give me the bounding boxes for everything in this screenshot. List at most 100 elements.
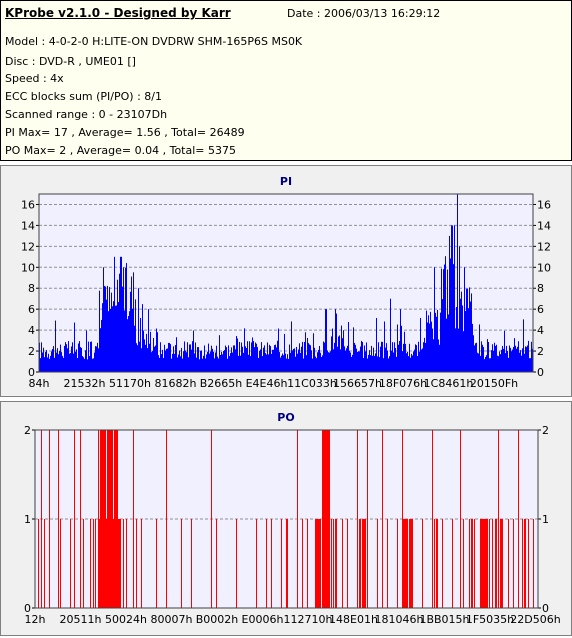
- pi-bar: [334, 342, 335, 372]
- pi-bar: [126, 263, 127, 372]
- pi-bar: [255, 342, 256, 372]
- pi-bar: [163, 358, 164, 372]
- pi-bar: [292, 350, 293, 372]
- pi-bar: [447, 269, 448, 372]
- po-xtick-label: 1F5035h: [466, 613, 514, 626]
- pi-bar: [519, 352, 520, 372]
- pi-bar: [191, 349, 192, 372]
- pi-bar: [431, 321, 432, 372]
- pi-bar: [347, 345, 348, 372]
- pi-bar: [239, 341, 240, 372]
- pi-bar: [157, 332, 158, 372]
- pi-bar: [112, 306, 113, 372]
- pi-bar: [316, 358, 317, 372]
- pi-bar: [364, 345, 365, 372]
- po-bar: [513, 519, 514, 608]
- pi-bar: [227, 358, 228, 372]
- pi-bar: [353, 327, 354, 372]
- pi-bar: [387, 350, 388, 372]
- po-bar: [367, 430, 368, 608]
- pi-bar: [383, 358, 384, 372]
- pi-bar: [371, 345, 372, 372]
- pi-ytick-left: 4: [28, 324, 35, 337]
- pi-bar: [441, 268, 442, 372]
- po-bar: [316, 519, 317, 608]
- pi-ytick-left: 8: [28, 282, 35, 295]
- po-bar: [528, 519, 529, 608]
- po-bar: [319, 519, 320, 608]
- pi-bar: [54, 357, 55, 372]
- pi-bar: [319, 345, 320, 372]
- pi-bar: [174, 353, 175, 372]
- po-bar: [434, 519, 435, 608]
- pi-bar: [50, 355, 51, 372]
- pi-bar: [94, 352, 95, 372]
- pi-bar: [528, 340, 529, 372]
- pi-bar: [210, 351, 211, 372]
- pi-bar: [406, 353, 407, 372]
- pi-bar: [273, 349, 274, 372]
- pi-bar: [464, 267, 465, 372]
- po-bar: [83, 519, 84, 608]
- pi-bar: [332, 328, 333, 372]
- pi-bar: [226, 347, 227, 372]
- po-bar: [49, 430, 50, 608]
- pi-bar: [488, 342, 489, 372]
- pi-bar: [530, 358, 531, 372]
- pi-bar: [144, 339, 145, 372]
- pi-bar: [297, 353, 298, 372]
- pi-bar: [206, 354, 207, 372]
- po-bar: [325, 430, 326, 608]
- info-panel: KProbe v2.1.0 - Designed by Karr Date : …: [0, 0, 572, 161]
- pi-bar: [251, 342, 252, 372]
- pi-bar: [68, 341, 69, 372]
- po-bar: [286, 519, 287, 608]
- po-chart-title: PO: [277, 411, 294, 424]
- po-bar: [452, 519, 453, 608]
- pi-bar: [499, 351, 500, 372]
- pi-bar: [282, 353, 283, 372]
- pi-bar: [186, 352, 187, 372]
- pi-bar: [153, 337, 154, 372]
- po-bar: [363, 519, 364, 608]
- pi-bar: [422, 348, 423, 372]
- pi-bar: [295, 356, 296, 372]
- pi-bar: [150, 331, 151, 372]
- po-bar: [90, 519, 91, 608]
- pi-bar: [246, 348, 247, 372]
- pi-bar: [509, 345, 510, 372]
- pi-bar: [168, 342, 169, 372]
- po-bar: [44, 519, 45, 608]
- pi-bar: [169, 342, 170, 372]
- pi-bar: [442, 299, 443, 372]
- pi-bar: [469, 287, 470, 372]
- pi-bar: [518, 341, 519, 372]
- pi-bar: [176, 337, 177, 372]
- pi-xtick-label: 1C8461h: [424, 377, 474, 390]
- po-bar: [486, 519, 487, 608]
- pi-bar: [362, 342, 363, 372]
- pi-bar: [344, 346, 345, 372]
- po-bar: [126, 519, 127, 608]
- pi-bar: [408, 356, 409, 372]
- pi-ytick-right: 6: [537, 303, 544, 316]
- pi-bar: [478, 353, 479, 372]
- pi-bar: [304, 341, 305, 372]
- pi-bar: [55, 320, 56, 372]
- pi-bar: [289, 344, 290, 372]
- pi-bar: [120, 256, 121, 372]
- pi-bar: [102, 303, 103, 372]
- po-bar: [112, 430, 113, 608]
- pi-bar: [198, 347, 199, 372]
- pi-bar: [49, 358, 50, 372]
- po-bar: [357, 430, 358, 608]
- po-bar: [489, 519, 490, 608]
- pi-bar: [98, 348, 99, 372]
- pi-bar: [398, 344, 399, 372]
- po-bar: [342, 519, 343, 608]
- po-xtick-label: B0002h: [196, 613, 239, 626]
- pi-bar: [104, 285, 105, 372]
- pi-bar: [145, 344, 146, 372]
- po-bar: [101, 430, 102, 608]
- po-bar: [364, 519, 365, 608]
